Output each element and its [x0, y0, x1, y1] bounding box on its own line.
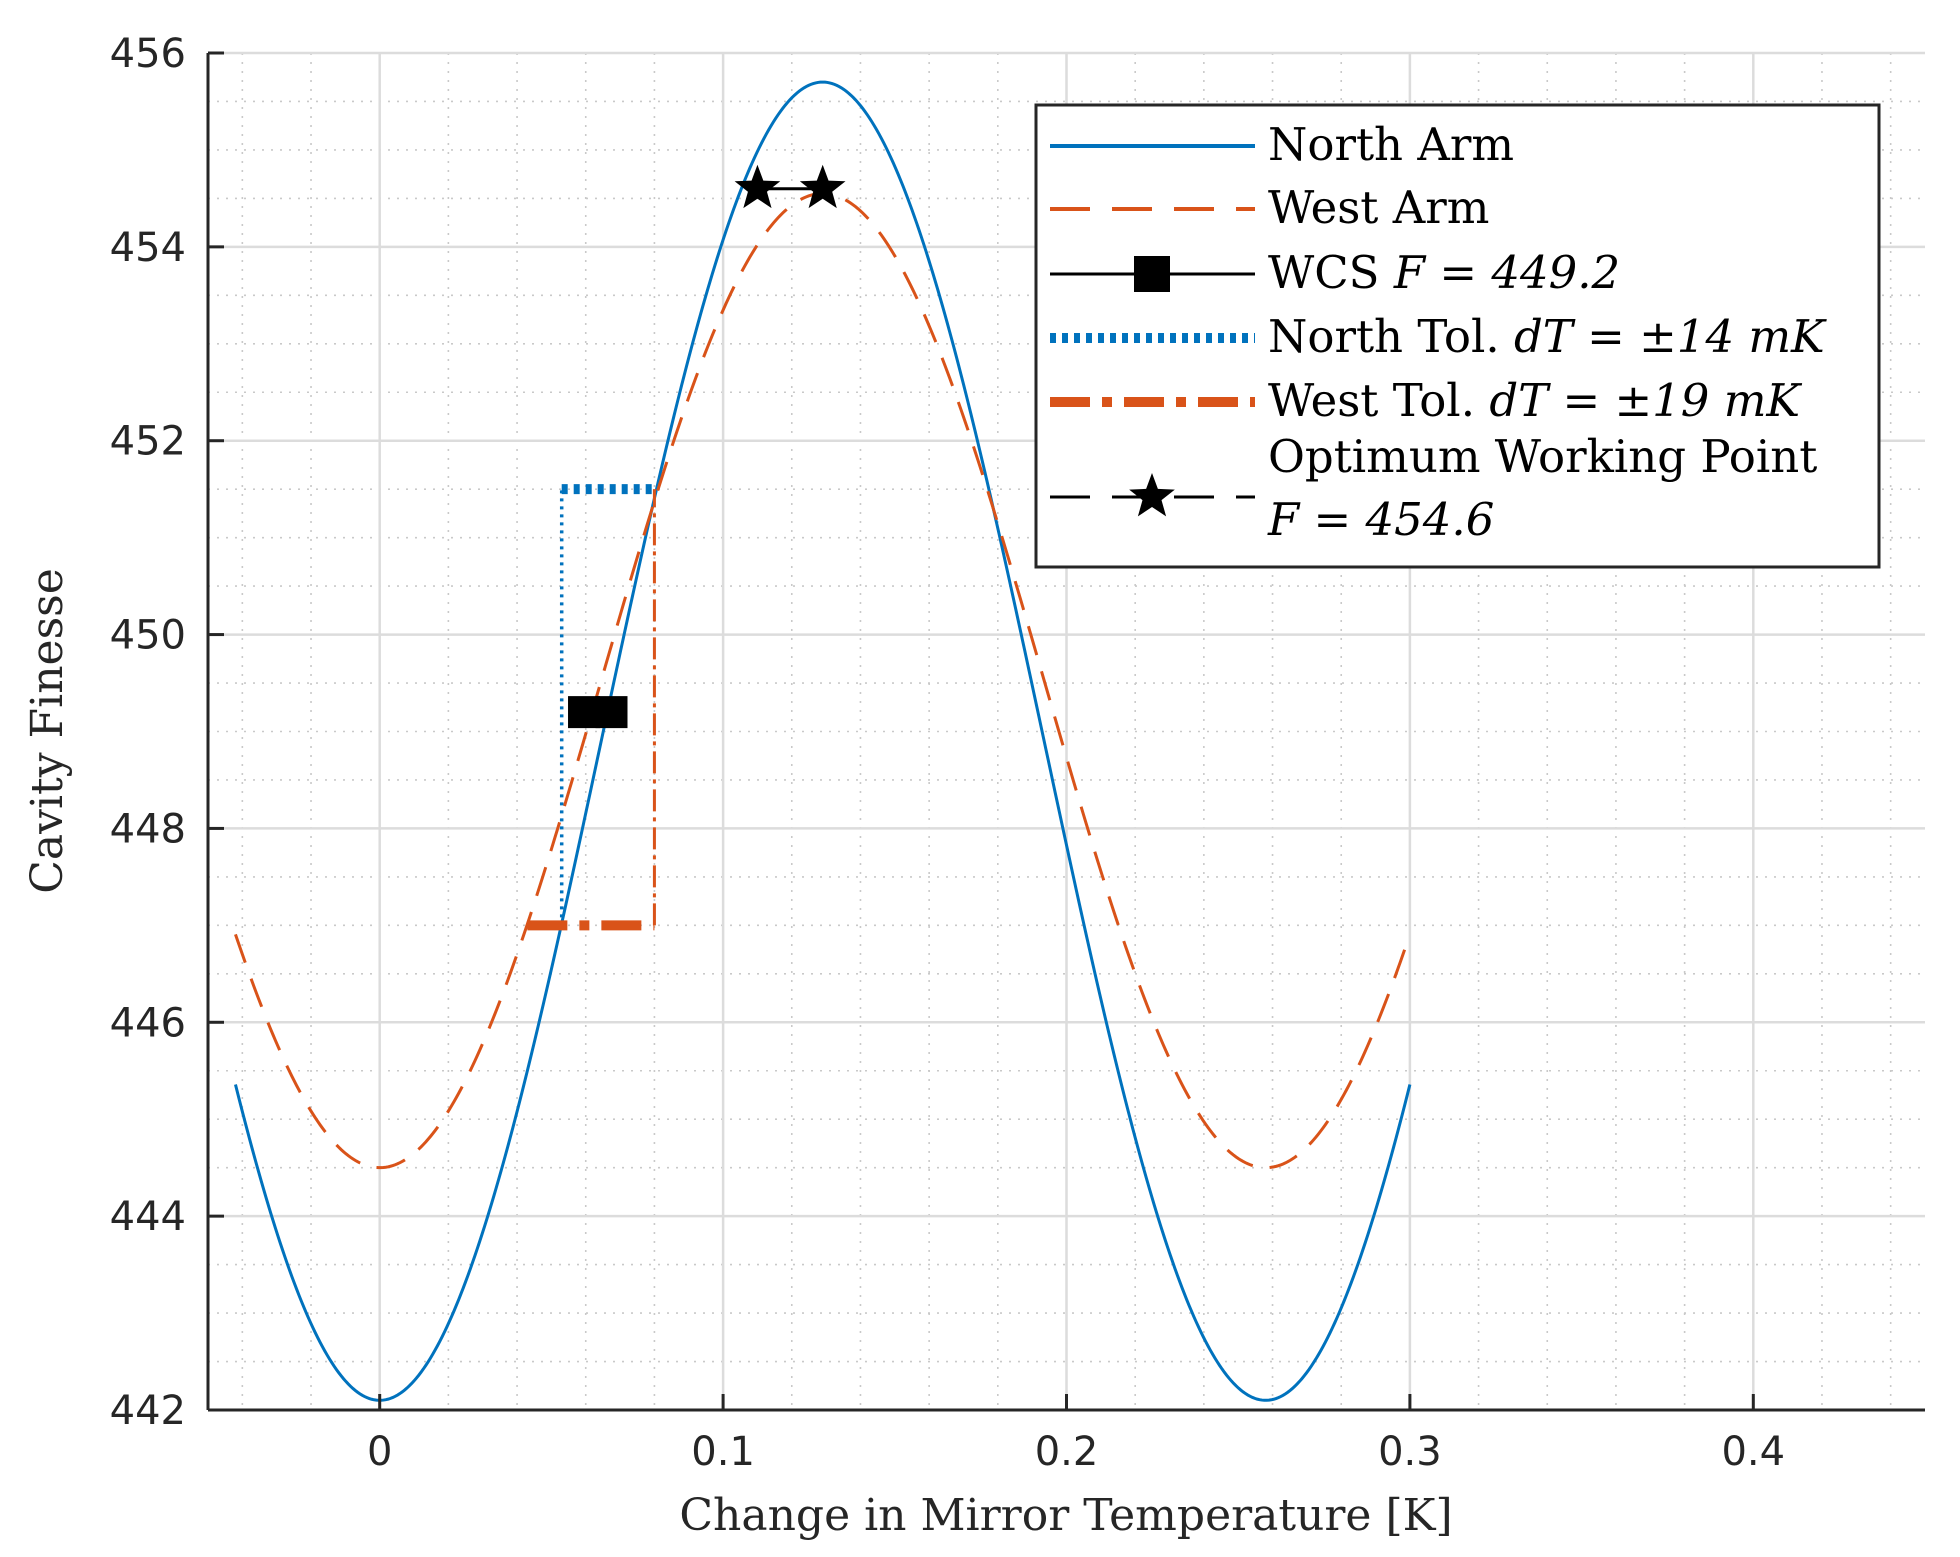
wcs-marker: [595, 696, 628, 729]
y-tick-label: 450: [110, 613, 186, 659]
legend-swatch-wcs-square: [1134, 256, 1170, 292]
x-tick-label: 0.3: [1378, 1429, 1442, 1475]
legend: North Arm West Arm WCS F = 449.2 North T…: [1034, 103, 1881, 569]
legend-entry-optimum: Optimum Working Point: [1268, 430, 1817, 483]
legend-entry-wcs-math: F = 449.2: [1393, 246, 1620, 299]
y-tick-label: 456: [110, 31, 186, 77]
plot-area: [234, 80, 1412, 1402]
x-axis-label: Change in Mirror Temperature [K]: [679, 1490, 1452, 1541]
x-tick-label: 0: [367, 1429, 392, 1475]
y-tick-label: 444: [110, 1194, 186, 1240]
legend-entry-west-tol: West Tol. dT = ±19 mK: [1268, 374, 1802, 427]
x-tick-label: 0.2: [1035, 1429, 1099, 1475]
x-tick-label: 0.1: [691, 1429, 755, 1475]
y-tick-label: 446: [110, 1000, 186, 1046]
legend-entry-north-tol-math: dT = ±14 mK: [1514, 310, 1827, 363]
legend-entry-optimum-math: F = 454.6: [1267, 493, 1494, 546]
y-tick-label: 448: [110, 806, 186, 852]
legend-entry-wcs-label: WCS: [1268, 246, 1394, 299]
y-tick-label: 442: [110, 1388, 186, 1434]
legend-swatch-optimum-star: [1129, 473, 1175, 517]
legend-entry-west-arm: West Arm: [1268, 181, 1489, 234]
legend-entry-west-tol-math: dT = ±19 mK: [1489, 374, 1802, 427]
wcs-marker: [568, 696, 601, 729]
y-axis-label: Cavity Finesse: [22, 568, 73, 894]
ticks: 0 0.1 0.2 0.3 0.4 442 444 446 448 450 452 454 456: [110, 31, 1785, 1475]
legend-entry-west-tol-label: West Tol.: [1268, 374, 1489, 427]
legend-entry-wcs: WCS F = 449.2: [1268, 246, 1620, 299]
y-tick-label: 452: [110, 419, 186, 465]
legend-entry-north-tol-label: North Tol.: [1268, 310, 1514, 363]
legend-box: [1034, 103, 1881, 569]
legend-entry-north-arm: North Arm: [1268, 118, 1514, 171]
optimum-star: [734, 164, 781, 209]
optimum-star: [799, 164, 846, 209]
series-line-north-arm: [234, 80, 1412, 1402]
x-tick-label: 0.4: [1721, 1429, 1785, 1475]
y-tick-label: 454: [110, 225, 186, 271]
legend-entry-north-tol: North Tol. dT = ±14 mK: [1268, 310, 1827, 363]
